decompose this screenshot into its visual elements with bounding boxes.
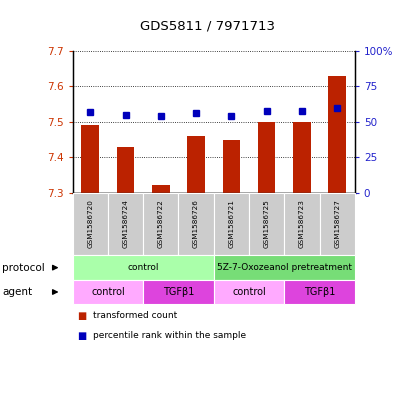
Text: control: control — [127, 263, 159, 272]
Text: ■: ■ — [77, 311, 86, 321]
Bar — [222, 140, 240, 193]
Text: GSM1586724: GSM1586724 — [122, 200, 129, 248]
Bar — [152, 185, 170, 193]
Text: GSM1586727: GSM1586727 — [334, 200, 340, 248]
Text: control: control — [232, 287, 266, 297]
Bar — [187, 136, 205, 193]
Text: protocol: protocol — [2, 263, 45, 273]
Text: transformed count: transformed count — [93, 311, 178, 320]
Bar — [328, 76, 346, 193]
Bar — [258, 122, 276, 193]
Text: TGFβ1: TGFβ1 — [304, 287, 335, 297]
Text: percentile rank within the sample: percentile rank within the sample — [93, 331, 247, 340]
Text: GSM1586720: GSM1586720 — [87, 200, 93, 248]
Text: GDS5811 / 7971713: GDS5811 / 7971713 — [140, 19, 275, 32]
Text: TGFβ1: TGFβ1 — [163, 287, 194, 297]
Text: GSM1586721: GSM1586721 — [228, 200, 234, 248]
Text: GSM1586725: GSM1586725 — [264, 200, 270, 248]
Text: ■: ■ — [77, 331, 86, 341]
Text: GSM1586723: GSM1586723 — [299, 200, 305, 248]
Text: 5Z-7-Oxozeanol pretreatment: 5Z-7-Oxozeanol pretreatment — [217, 263, 352, 272]
Text: control: control — [91, 287, 125, 297]
Text: GSM1586726: GSM1586726 — [193, 200, 199, 248]
Bar — [81, 125, 99, 193]
Bar — [117, 147, 134, 193]
Bar — [293, 122, 311, 193]
Text: GSM1586722: GSM1586722 — [158, 200, 164, 248]
Text: agent: agent — [2, 287, 32, 297]
